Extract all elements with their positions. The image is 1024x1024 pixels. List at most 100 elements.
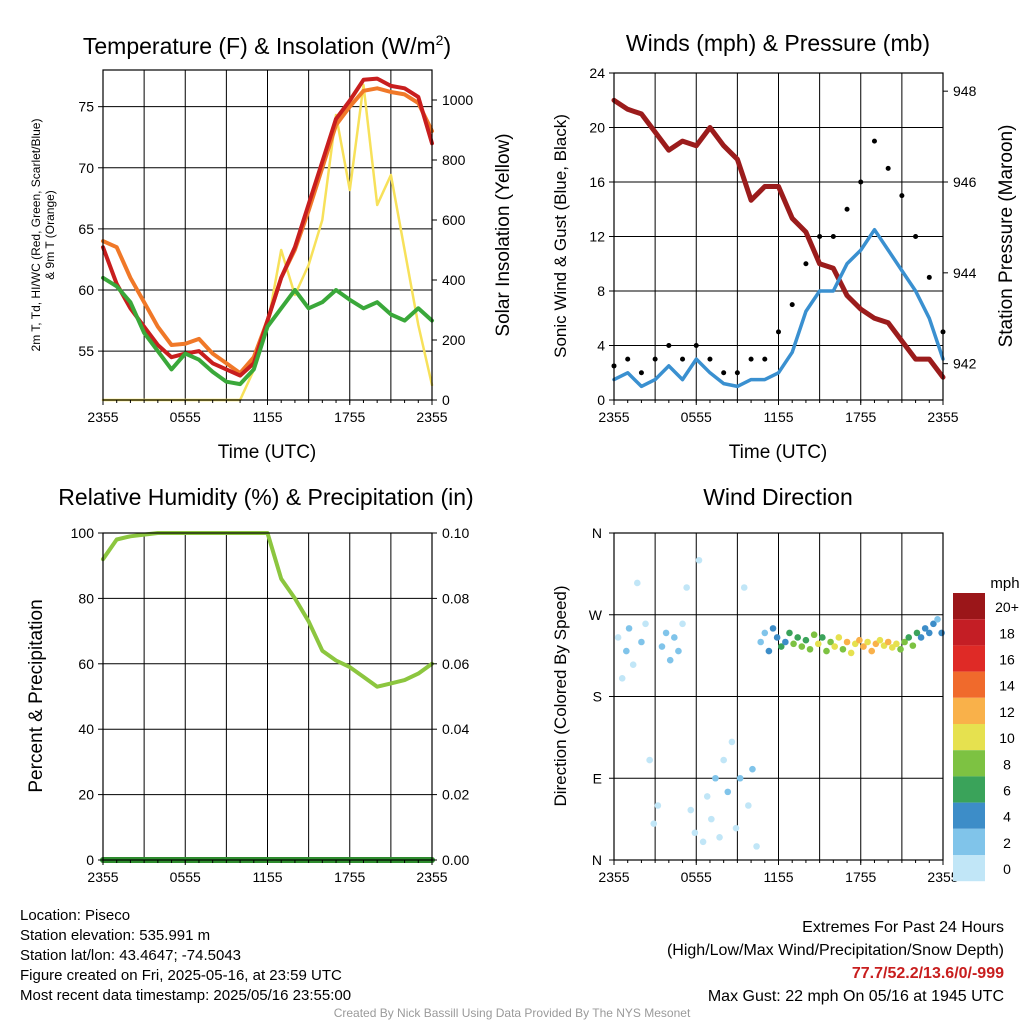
wind-xtick-label: 0555 <box>681 409 712 425</box>
gust-point <box>652 356 658 362</box>
temperature-ylabel-left-1: 2m T, Td, HI/WC (Red, Green, Scarlet/Blu… <box>29 119 43 352</box>
direction-ytick-label: S <box>593 689 602 705</box>
direction-point <box>823 647 830 655</box>
direction-point <box>856 636 863 644</box>
gust-point <box>830 234 836 239</box>
direction-point <box>614 634 622 641</box>
direction-point <box>786 629 793 637</box>
series-line <box>611 97 946 380</box>
humidity-y2tick-label: 0.10 <box>442 525 469 541</box>
direction-point <box>913 629 921 637</box>
humidity-y2tick-label: 0.02 <box>442 787 469 803</box>
max-gust-text: Max Gust: 22 mph On 05/16 at 1945 UTC <box>707 988 1004 1005</box>
gust-point <box>789 302 795 308</box>
direction-point <box>814 640 822 648</box>
direction-point <box>777 643 785 650</box>
extremes-values: 77.7/52.2/13.6/0/-999 <box>851 965 1004 982</box>
direction-ytick-label: E <box>593 770 602 786</box>
legend-swatch <box>953 776 985 803</box>
direction-point <box>827 638 834 646</box>
extremes-header: Extremes For Past 24 Hours <box>802 919 1004 936</box>
direction-point <box>679 620 686 628</box>
direction-point <box>728 738 736 746</box>
direction-point <box>901 638 908 646</box>
temperature-xtick-label: 0555 <box>170 409 201 425</box>
direction-point <box>666 656 674 664</box>
credit-text: Created By Nick Bassill Using Data Provi… <box>333 1006 691 1020</box>
speed-legend-title: mph <box>990 575 1019 592</box>
direction-point <box>699 838 707 846</box>
direction-ytick-label: N <box>592 525 602 541</box>
gust-point <box>707 356 713 362</box>
temperature-y2tick-label: 800 <box>442 152 466 168</box>
direction-point <box>708 815 715 823</box>
direction-point <box>864 638 871 646</box>
wind-ytick-label: 24 <box>589 65 605 81</box>
wind-xtick-label: 2355 <box>927 409 958 425</box>
direction-xtick-label: 2355 <box>598 869 629 885</box>
extremes-subheader: (High/Low/Max Wind/Precipitation/Snow De… <box>666 942 1004 959</box>
direction-point <box>691 829 699 837</box>
direction-point <box>806 645 814 653</box>
direction-point <box>650 820 658 827</box>
legend-swatch <box>953 855 985 882</box>
wind-xtick-label: 2355 <box>598 409 629 425</box>
direction-point <box>683 584 690 591</box>
temperature-xtick-label: 2355 <box>87 409 118 425</box>
legend-label: 6 <box>1003 783 1011 799</box>
legend-label: 8 <box>1003 756 1011 772</box>
wind-ytick-label: 0 <box>597 392 605 408</box>
direction-point <box>934 615 941 623</box>
gust-point <box>776 329 781 335</box>
gust-point <box>721 370 727 376</box>
direction-point <box>716 833 723 841</box>
humidity-y2tick-label: 0.08 <box>442 590 469 606</box>
direction-point <box>623 647 630 655</box>
wind-panel-title: Winds (mph) & Pressure (mb) <box>626 30 930 56</box>
direction-point <box>819 634 826 641</box>
legend-label: 18 <box>999 625 1015 641</box>
humidity-ytick-label: 20 <box>78 787 94 803</box>
station-info: Location: Piseco Station elevation: 535.… <box>20 906 351 1006</box>
direction-point <box>831 643 839 650</box>
gust-point <box>625 356 631 362</box>
humidity-xtick-label: 2355 <box>87 869 118 885</box>
temperature-ytick-label: 70 <box>78 160 94 176</box>
direction-point <box>658 643 666 650</box>
legend-label: 10 <box>999 730 1015 746</box>
legend-swatch <box>953 802 985 829</box>
temperature-y2tick-label: 200 <box>442 332 466 348</box>
direction-point <box>638 638 645 646</box>
gust-point <box>885 165 891 171</box>
humidity-xtick-label: 2355 <box>416 869 447 885</box>
direction-point <box>757 638 764 646</box>
gust-point <box>666 343 672 348</box>
direction-point <box>835 634 843 641</box>
gust-point <box>858 179 864 185</box>
direction-point <box>876 636 884 644</box>
wind-xlabel: Time (UTC) <box>729 442 828 463</box>
legend-swatch <box>953 697 985 724</box>
humidity-ytick-label: 60 <box>78 656 94 672</box>
wind-y2tick-label: 946 <box>953 174 977 190</box>
humidity-ytick-label: 40 <box>78 721 94 737</box>
direction-point <box>749 765 756 773</box>
direction-point <box>634 579 641 587</box>
direction-point <box>765 647 773 655</box>
tick-layer: 2355 0555 1155 1755 2355 2355 0555 1155 1755 2355… <box>71 65 977 885</box>
wind-ytick-label: 12 <box>589 229 605 245</box>
latlon-text: Station lat/lon: 43.4647; -74.5043 <box>20 947 242 964</box>
direction-point <box>625 625 633 632</box>
direction-point <box>712 774 719 782</box>
direction-point <box>745 802 752 809</box>
direction-point <box>724 788 732 796</box>
temperature-y2tick-label: 400 <box>442 272 466 288</box>
temperature-panel-title: Temperature (F) & Insolation (W/m2) <box>83 32 451 59</box>
humidity-y2tick-label: 0.04 <box>442 721 469 737</box>
temperature-ytick-label: 65 <box>78 221 94 237</box>
location-text: Location: Piseco <box>20 907 131 924</box>
direction-point <box>629 661 637 669</box>
wind-ytick-label: 4 <box>597 338 605 354</box>
created-text: Figure created on Fri, 2025-05-16, at 23… <box>20 967 342 984</box>
